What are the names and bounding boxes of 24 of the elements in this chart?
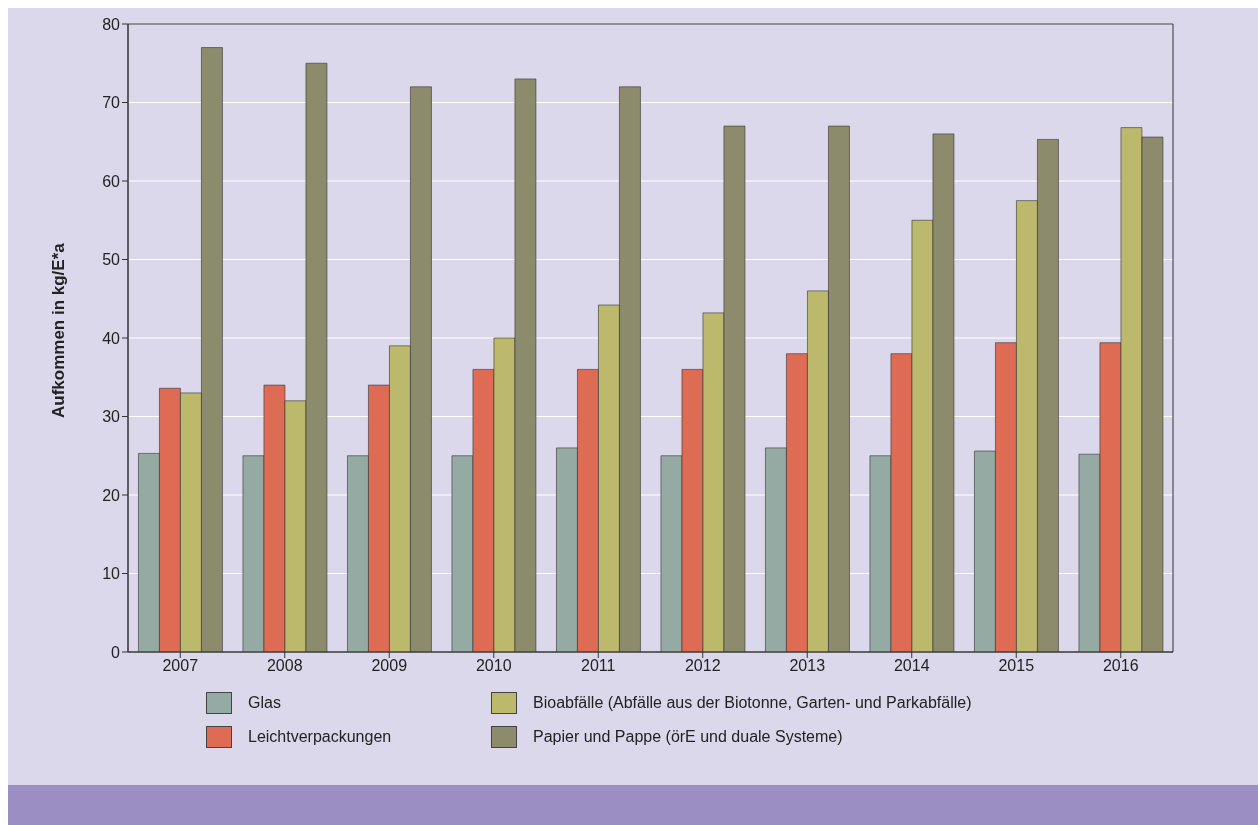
x-tick-label: 2010	[475, 657, 512, 675]
legend-label: Glas	[248, 694, 281, 712]
x-tick-label: 2016	[1102, 657, 1139, 675]
y-tick-label: 80	[102, 15, 121, 33]
x-tick-label: 2008	[266, 657, 303, 675]
x-tick-label: 2013	[789, 657, 826, 675]
legend-label: Leichtverpackungen	[248, 728, 392, 746]
y-tick-label: 20	[102, 486, 121, 504]
x-tick-label: 2014	[893, 657, 930, 675]
y-tick-label: 0	[111, 643, 121, 661]
y-tick-label: 10	[102, 565, 121, 583]
y-tick-label: 70	[102, 94, 121, 112]
y-tick-label: 40	[102, 329, 121, 347]
x-tick-label: 2015	[998, 657, 1035, 675]
legend-label: Bioabfälle (Abfälle aus der Biotonne, Garten- und Parkabfälle)	[533, 694, 972, 712]
y-tick-label: 60	[102, 172, 121, 190]
y-tick-label: 30	[102, 408, 121, 426]
x-tick-label: 2011	[581, 657, 616, 675]
y-axis-title: Aufkommen in kg/E*a	[49, 242, 69, 418]
x-tick-label: 2009	[371, 657, 408, 675]
y-tick-label: 50	[102, 251, 121, 269]
x-tick-label: 2012	[684, 657, 721, 675]
x-tick-label: 2007	[162, 657, 199, 675]
legend-label: Papier und Pappe (örE und duale Systeme)	[533, 728, 843, 746]
